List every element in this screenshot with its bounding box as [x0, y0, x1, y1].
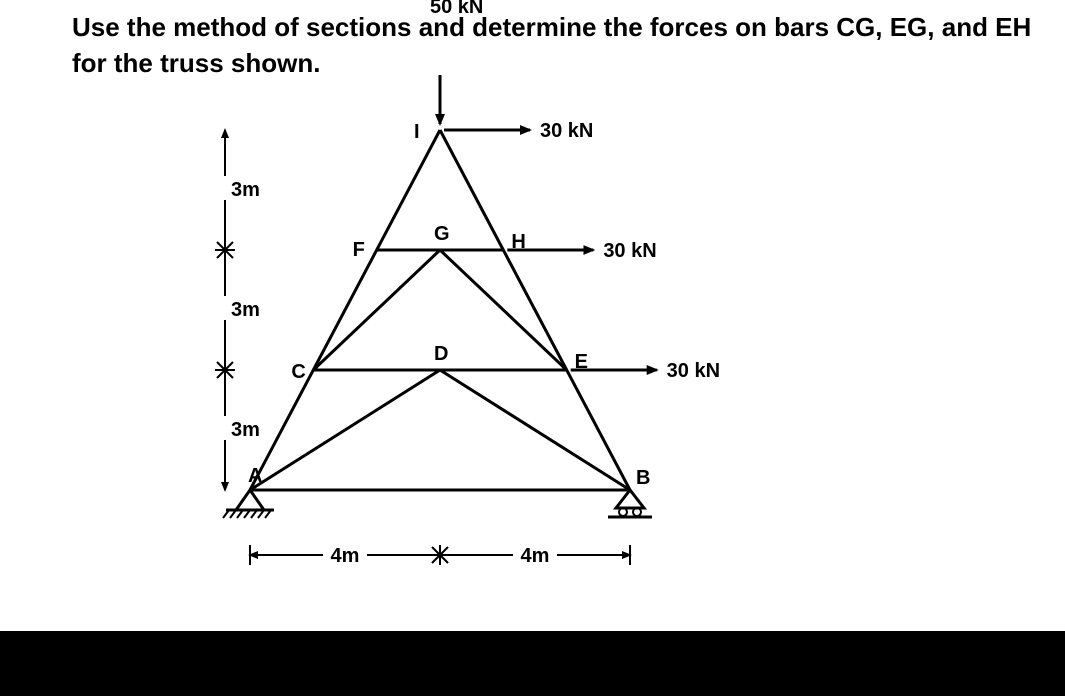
dim-v-label: 3m: [231, 179, 260, 201]
load-H-label: 30 kN: [603, 240, 656, 262]
node-label-D: D: [434, 343, 448, 365]
member-FI: [377, 130, 440, 250]
node-label-F: F: [353, 239, 365, 261]
node-labels: A B C D E F G H I: [248, 121, 650, 489]
dim-h-label: 4m: [331, 545, 360, 567]
roller-support: [608, 490, 652, 517]
vertical-dimensions: 3m 3m 3m: [215, 130, 260, 490]
page-root: Use the method of sections and determine…: [0, 0, 1065, 696]
member-EG: [440, 250, 567, 370]
node-label-G: G: [434, 223, 450, 245]
node-label-I: I: [414, 121, 420, 143]
node-label-C: C: [291, 361, 305, 383]
truss-members: [250, 130, 630, 490]
member-BE: [567, 370, 630, 490]
bottom-black-band: [0, 631, 1065, 696]
horizontal-dimensions: 4m 4m: [250, 545, 630, 567]
supports: [223, 490, 652, 518]
node-label-H: H: [511, 231, 525, 253]
truss-diagram: 3m 3m 3m 4m 4m 50 kN 30 kN 30 kN 30 kN A B C D E F G…: [0, 0, 1065, 696]
node-label-A: A: [248, 465, 262, 487]
member-AD: [250, 370, 440, 490]
member-BD: [440, 370, 630, 490]
pin-support: [223, 490, 274, 518]
load-E-label: 30 kN: [667, 360, 720, 382]
member-CG: [313, 250, 440, 370]
dim-h-label: 4m: [521, 545, 550, 567]
member-CF: [313, 250, 376, 370]
dim-v-label: 3m: [231, 419, 260, 441]
dim-v-label: 3m: [231, 299, 260, 321]
node-label-B: B: [636, 467, 650, 489]
member-EH: [503, 250, 566, 370]
load-I-label: 30 kN: [540, 120, 593, 142]
load-top-label: 50 kN: [430, 0, 483, 18]
node-label-E: E: [575, 351, 588, 373]
